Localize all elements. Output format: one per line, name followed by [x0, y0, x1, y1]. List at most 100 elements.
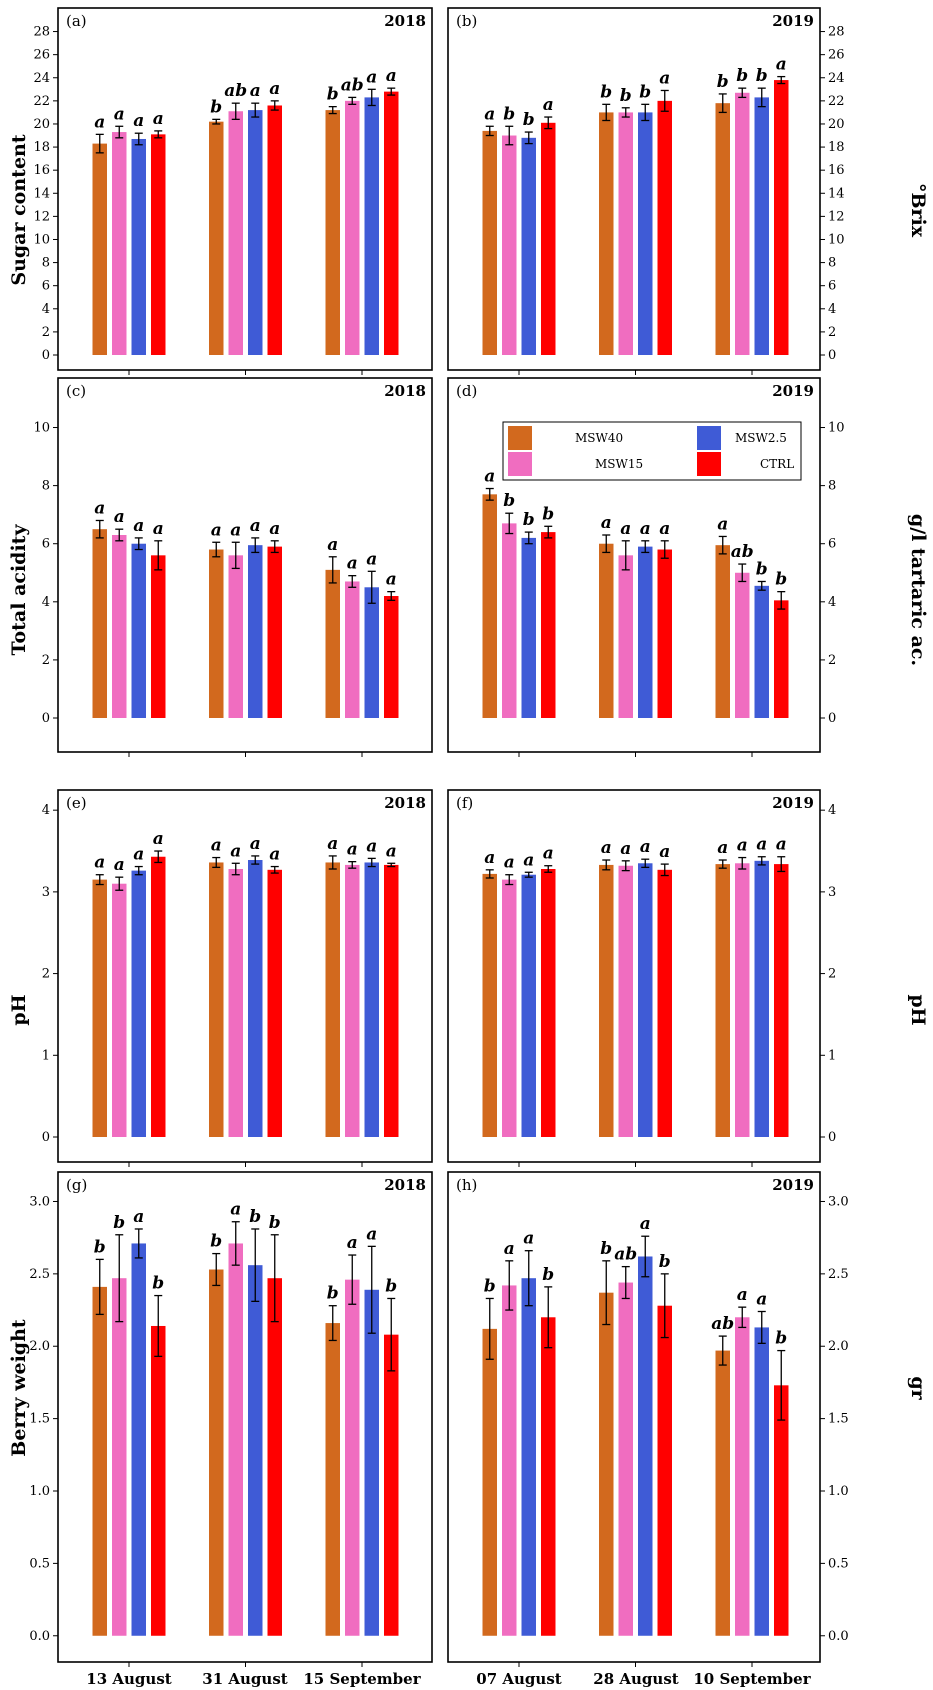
- significance-letter: a: [756, 835, 767, 855]
- year-label: 2019: [772, 12, 814, 30]
- y-tick-label: 22: [828, 94, 845, 109]
- y-tick-label: 1: [828, 1048, 836, 1063]
- cat-label-13-august: 13 August: [86, 1670, 171, 1688]
- legend-swatch-msw40: [508, 426, 532, 450]
- bar-msw40: [92, 529, 107, 718]
- panel-letter: (d): [456, 382, 477, 400]
- bar-msw15: [735, 92, 750, 355]
- y-tick-label: 3: [828, 885, 836, 900]
- y-tick-label: 0.0: [828, 1629, 849, 1644]
- bar-msw2-5: [364, 587, 379, 718]
- y-tick-label: 12: [33, 209, 50, 224]
- bar-msw15: [502, 523, 517, 718]
- significance-letter: a: [386, 66, 397, 86]
- bar-ctrl: [151, 555, 166, 718]
- bar-msw40: [715, 103, 730, 355]
- year-label: 2018: [384, 1176, 426, 1194]
- bar-msw2-5: [248, 545, 263, 718]
- y-tick-label: 3.0: [828, 1194, 849, 1209]
- bar-msw15: [345, 864, 360, 1137]
- y-tick-label: 8: [42, 256, 50, 271]
- significance-letter: a: [133, 516, 144, 536]
- significance-letter: a: [133, 111, 144, 131]
- y-tick-label: 6: [42, 279, 50, 294]
- y-tick-label: 14: [33, 186, 50, 201]
- bar-msw40: [482, 130, 497, 355]
- bar-ctrl: [657, 869, 672, 1137]
- y-tick-label: 2.0: [828, 1339, 849, 1354]
- bar-ctrl: [774, 600, 789, 718]
- y-tick-label: 0: [42, 1130, 50, 1145]
- significance-letter: a: [504, 1239, 515, 1259]
- y-tick-label: 1.0: [29, 1484, 50, 1499]
- legend-swatch-ctrl: [697, 452, 721, 476]
- y-tick-label: 4: [828, 302, 836, 317]
- bar-msw15: [735, 1317, 750, 1636]
- significance-letter: b: [210, 97, 222, 117]
- bar-msw2-5: [248, 860, 263, 1137]
- significance-letter: a: [250, 81, 261, 101]
- y-tick-label: 0: [828, 348, 836, 363]
- bar-ctrl: [541, 532, 556, 718]
- significance-letter: b: [385, 1276, 397, 1296]
- bar-msw2-5: [131, 870, 146, 1137]
- significance-letter: a: [640, 837, 651, 857]
- legend: MSW40 MSW2.5 MSW15 CTRL: [502, 421, 802, 481]
- year-label: 2018: [384, 382, 426, 400]
- significance-letter: a: [776, 835, 787, 855]
- axis-title-berry-weight: Berry weight: [8, 1319, 30, 1457]
- significance-letter: a: [523, 1229, 534, 1249]
- y-tick-label: 1: [42, 1048, 50, 1063]
- year-label: 2019: [772, 382, 814, 400]
- bar-msw15: [112, 1278, 127, 1636]
- axis-title-ph-right: pH: [907, 994, 929, 1025]
- significance-letter: b: [484, 1276, 496, 1296]
- y-tick-label: 0: [42, 711, 50, 726]
- bar-msw2-5: [638, 863, 653, 1137]
- significance-letter: a: [347, 1233, 358, 1253]
- legend-swatch-msw15: [508, 452, 532, 476]
- bar-ctrl: [384, 864, 399, 1137]
- bar-msw2-5: [638, 112, 653, 356]
- y-tick-label: 2.5: [29, 1267, 50, 1282]
- y-tick-label: 8: [42, 479, 50, 494]
- bar-ctrl: [774, 80, 789, 355]
- bar-msw40: [599, 112, 614, 356]
- bar-msw2-5: [521, 137, 536, 355]
- legend-box: [502, 421, 802, 481]
- significance-letter: b: [542, 504, 554, 524]
- significance-letter: a: [250, 516, 261, 536]
- y-tick-label: 18: [33, 140, 50, 155]
- cat-label-28-august: 28 August: [593, 1670, 678, 1688]
- bar-msw15: [502, 1285, 517, 1636]
- significance-letter: b: [756, 559, 768, 579]
- y-tick-label: 1.5: [29, 1412, 50, 1427]
- legend-label-ctrl: CTRL: [760, 457, 794, 471]
- y-tick-label: 2: [42, 653, 50, 668]
- significance-letter: a: [94, 498, 105, 518]
- axis-title-brix: °Brix: [907, 183, 929, 238]
- significance-letter: b: [249, 1207, 261, 1227]
- significance-letter: ab: [224, 81, 247, 101]
- bar-ctrl: [541, 122, 556, 355]
- axis-title-sugar: Sugar content: [8, 134, 30, 285]
- bar-msw15: [228, 1243, 243, 1636]
- significance-letter: a: [504, 853, 515, 873]
- bar-msw40: [92, 1286, 107, 1636]
- cat-label-07-august: 07 August: [476, 1670, 561, 1688]
- significance-letter: a: [347, 554, 358, 574]
- bar-msw40: [325, 569, 340, 718]
- y-tick-label: 2.5: [828, 1267, 849, 1282]
- significance-letter: a: [269, 845, 280, 865]
- bar-msw40: [482, 873, 497, 1137]
- y-tick-label: 0: [42, 348, 50, 363]
- y-tick-label: 4: [42, 302, 50, 317]
- significance-letter: b: [659, 1252, 671, 1272]
- y-tick-label: 26: [33, 48, 50, 63]
- significance-letter: a: [133, 845, 144, 865]
- y-tick-label: 28: [828, 25, 845, 40]
- significance-letter: a: [366, 549, 377, 569]
- bar-msw15: [228, 555, 243, 718]
